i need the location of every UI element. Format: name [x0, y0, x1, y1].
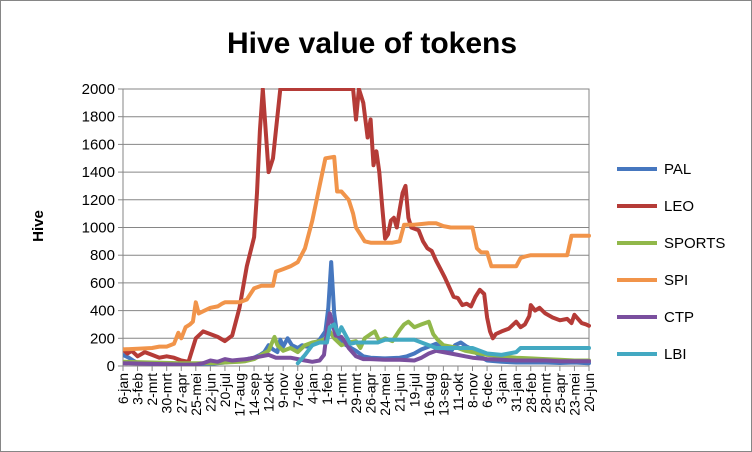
- y-tick-label: 200: [90, 330, 115, 347]
- y-tick-label: 1600: [82, 136, 115, 153]
- legend: PAL LEO SPORTS SPI CTP LBI: [617, 161, 725, 363]
- legend-label-leo: LEO: [664, 198, 694, 215]
- x-tick-label: 29-mrt: [348, 373, 364, 414]
- legend-label-sports: SPORTS: [664, 235, 725, 252]
- y-tick-label: 0: [107, 358, 115, 375]
- x-tick-label: 7-dec: [290, 373, 306, 408]
- y-axis-label: Hive: [30, 210, 47, 242]
- y-tick-label: 1200: [82, 192, 115, 209]
- x-tick-label: 23-mei: [566, 373, 582, 416]
- x-tick-label: 4-jan: [304, 373, 320, 404]
- x-tick-label: 25-mei: [188, 373, 204, 416]
- y-axis-ticks: 0 200 400 600 800 1000 1200 1400 1600 1800 2000: [82, 81, 123, 375]
- legend-label-pal: PAL: [664, 161, 691, 178]
- x-tick-label: 2-mrt: [144, 373, 160, 406]
- x-tick-label: 8-nov: [465, 373, 481, 408]
- x-tick-label: 21-jun: [392, 373, 408, 412]
- chart-title: Hive value of tokens: [227, 27, 517, 60]
- x-tick-label: 3-feb: [130, 373, 146, 405]
- y-tick-label: 2000: [82, 81, 115, 98]
- x-tick-label: 31-jan: [508, 373, 524, 412]
- series-line-leo: [123, 88, 591, 364]
- x-tick-label: 1-feb: [319, 373, 335, 405]
- plot-area-border: [122, 88, 590, 367]
- x-tick-label: 20-jun: [581, 373, 597, 412]
- series-line-spi: [123, 154, 591, 352]
- x-tick-label: 28-feb: [523, 373, 539, 413]
- x-tick-label: 3-jan: [494, 373, 510, 404]
- legend-label-spi: SPI: [664, 272, 688, 289]
- x-tick-label: 14-sep: [246, 373, 262, 416]
- x-tick-label: 1-mrt: [333, 373, 349, 406]
- x-tick-label: 26-apr: [363, 373, 379, 414]
- x-tick-label: 9-nov: [275, 373, 291, 408]
- x-tick-label: 17-aug: [232, 373, 248, 417]
- x-tick-label: 11-okt: [450, 373, 466, 411]
- x-tick-label: 30-mrt: [159, 373, 175, 414]
- y-tick-label: 400: [90, 303, 115, 320]
- x-tick-label: 20-jul: [217, 373, 233, 407]
- x-tick-label: 28-mrt: [537, 373, 553, 414]
- x-tick-label: 16-aug: [421, 373, 437, 417]
- x-axis-ticks: 6-jan3-feb2-mrt30-mrt27-apr25-mei22-jun2…: [115, 366, 597, 417]
- x-tick-label: 22-jun: [202, 373, 218, 412]
- x-tick-label: 13-sep: [435, 373, 451, 416]
- y-tick-label: 1000: [82, 220, 115, 237]
- x-tick-label: 24-mei: [377, 373, 393, 416]
- x-tick-label: 19-jul: [406, 373, 422, 407]
- x-tick-label: 12-okt: [261, 373, 277, 412]
- y-tick-label: 1800: [82, 109, 115, 126]
- x-tick-label: 27-apr: [173, 373, 189, 414]
- y-tick-label: 800: [90, 247, 115, 264]
- legend-label-ctp: CTP: [664, 309, 694, 326]
- series-lines: [123, 88, 591, 366]
- y-tick-label: 1400: [82, 164, 115, 181]
- series-line-lbi: [295, 322, 591, 366]
- x-tick-label: 25-apr: [552, 373, 568, 414]
- y-tick-label: 600: [90, 275, 115, 292]
- x-tick-label: 6-jan: [115, 373, 131, 404]
- legend-label-lbi: LBI: [664, 346, 687, 363]
- x-tick-label: 6-dec: [479, 373, 495, 408]
- series-line-ctp: [123, 311, 591, 366]
